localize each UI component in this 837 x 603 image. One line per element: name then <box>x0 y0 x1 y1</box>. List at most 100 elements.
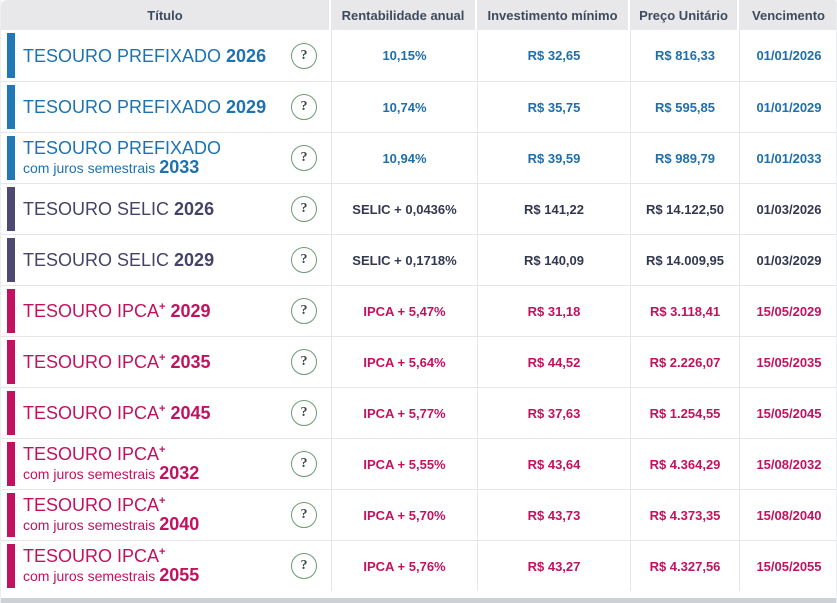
table-row[interactable]: TESOURO SELIC 2026 ? SELIC + 0,0436% R$ 1… <box>1 183 836 234</box>
bond-subtitle: com juros semestrais <box>23 517 156 533</box>
ipca-plus-sup: + <box>159 546 166 558</box>
bond-year: 2033 <box>159 157 200 177</box>
bond-type-bar <box>7 340 15 384</box>
bond-name: TESOURO IPCA <box>23 495 160 515</box>
bond-type-bar <box>7 85 15 129</box>
bond-title-cell: TESOURO PREFIXADO com juros semestrais 20… <box>1 133 331 183</box>
maturity-cell: 01/01/2033 <box>739 133 836 183</box>
help-icon[interactable]: ? <box>291 553 317 579</box>
min-investment-cell: R$ 141,22 <box>477 184 630 234</box>
bond-title-cell: TESOURO PREFIXADO 2029 ? <box>1 82 331 132</box>
table-row[interactable]: TESOURO PREFIXADO 2026 ? 10,15% R$ 32,65 … <box>1 30 836 81</box>
bond-year: 2029 <box>226 97 267 117</box>
rate-cell: 10,15% <box>331 30 477 81</box>
help-icon[interactable]: ? <box>291 502 317 528</box>
bond-type-bar <box>7 33 15 78</box>
maturity-cell: 15/08/2032 <box>739 439 836 489</box>
min-investment-cell: R$ 44,52 <box>477 337 630 387</box>
help-icon[interactable]: ? <box>291 400 317 426</box>
table-row[interactable]: TESOURO IPCA+ 2035 ? IPCA + 5,64% R$ 44,5… <box>1 336 836 387</box>
bond-title-cell: TESOURO IPCA+ com juros semestrais 2055 ? <box>1 541 331 591</box>
column-header-investimento: Investimento mínimo <box>477 0 630 30</box>
ipca-plus-sup: + <box>159 352 166 364</box>
unit-price-cell: R$ 4.364,29 <box>630 439 739 489</box>
bond-subtitle: com juros semestrais <box>23 568 156 584</box>
table-row[interactable]: TESOURO IPCA+ 2045 ? IPCA + 5,77% R$ 37,6… <box>1 387 836 438</box>
maturity-cell: 01/03/2026 <box>739 184 836 234</box>
rate-cell: IPCA + 5,55% <box>331 439 477 489</box>
column-header-vencimento: Vencimento <box>739 0 836 30</box>
bond-name: TESOURO IPCA <box>23 301 160 321</box>
bond-name: TESOURO IPCA <box>23 403 160 423</box>
bond-name: TESOURO PREFIXADO <box>23 138 222 158</box>
help-icon[interactable]: ? <box>291 42 317 69</box>
bond-name: TESOURO PREFIXADO <box>23 97 222 117</box>
rate-cell: SELIC + 0,0436% <box>331 184 477 234</box>
help-icon[interactable]: ? <box>291 247 317 273</box>
bond-year: 2026 <box>226 45 267 66</box>
min-investment-cell: R$ 43,73 <box>477 490 630 540</box>
bond-year: 2055 <box>159 565 200 585</box>
help-icon[interactable]: ? <box>291 145 317 171</box>
rate-cell: IPCA + 5,64% <box>331 337 477 387</box>
bond-year: 2029 <box>170 301 211 321</box>
maturity-cell: 01/01/2029 <box>739 82 836 132</box>
help-icon[interactable]: ? <box>291 94 317 120</box>
column-header-rentabilidade: Rentabilidade anual <box>331 0 477 30</box>
bond-year: 2029 <box>174 250 215 270</box>
ipca-plus-sup: + <box>159 444 166 456</box>
column-header-titulo: Título <box>1 0 331 30</box>
table-row[interactable]: TESOURO IPCA+ com juros semestrais 2055 ?… <box>1 540 836 591</box>
help-icon[interactable]: ? <box>291 349 317 375</box>
column-header-preco: Preço Unitário <box>630 0 739 30</box>
bond-type-bar <box>7 136 15 180</box>
help-icon[interactable]: ? <box>291 298 317 324</box>
table-row[interactable]: TESOURO IPCA+ com juros semestrais 2040 ?… <box>1 489 836 540</box>
min-investment-cell: R$ 39,59 <box>477 133 630 183</box>
unit-price-cell: R$ 816,33 <box>630 30 739 81</box>
unit-price-cell: R$ 4.373,35 <box>630 490 739 540</box>
min-investment-cell: R$ 43,64 <box>477 439 630 489</box>
maturity-cell: 01/03/2029 <box>739 235 836 285</box>
maturity-cell: 15/05/2029 <box>739 286 836 336</box>
bond-type-bar <box>7 238 15 282</box>
unit-price-cell: R$ 3.118,41 <box>630 286 739 336</box>
table-row[interactable]: TESOURO PREFIXADO com juros semestrais 20… <box>1 132 836 183</box>
min-investment-cell: R$ 140,09 <box>477 235 630 285</box>
bond-title-cell: TESOURO SELIC 2026 ? <box>1 184 331 234</box>
unit-price-cell: R$ 14.009,95 <box>630 235 739 285</box>
ipca-plus-sup: + <box>159 403 166 415</box>
bond-year: 2035 <box>170 352 211 372</box>
bond-year: 2026 <box>174 199 215 219</box>
table-row[interactable]: TESOURO PREFIXADO 2029 ? 10,74% R$ 35,75 … <box>1 81 836 132</box>
maturity-cell: 15/05/2055 <box>739 541 836 591</box>
bond-name: TESOURO SELIC <box>23 199 170 219</box>
bond-year: 2040 <box>159 514 200 534</box>
bond-title-cell: TESOURO SELIC 2029 ? <box>1 235 331 285</box>
table-row[interactable]: TESOURO IPCA+ 2029 ? IPCA + 5,47% R$ 31,1… <box>1 285 836 336</box>
bond-title-cell: TESOURO IPCA+ 2029 ? <box>1 286 331 336</box>
min-investment-cell: R$ 32,65 <box>477 30 630 81</box>
bond-name: TESOURO IPCA <box>23 444 160 464</box>
min-investment-cell: R$ 37,63 <box>477 388 630 438</box>
bond-name: TESOURO IPCA <box>23 546 160 566</box>
min-investment-cell: R$ 35,75 <box>477 82 630 132</box>
maturity-cell: 15/05/2035 <box>739 337 836 387</box>
maturity-cell: 01/01/2026 <box>739 30 836 81</box>
min-investment-cell: R$ 43,27 <box>477 541 630 591</box>
unit-price-cell: R$ 4.327,56 <box>630 541 739 591</box>
bond-title-cell: TESOURO IPCA+ 2035 ? <box>1 337 331 387</box>
bond-type-bar <box>7 187 15 231</box>
maturity-cell: 15/05/2045 <box>739 388 836 438</box>
help-icon[interactable]: ? <box>291 451 317 477</box>
unit-price-cell: R$ 989,79 <box>630 133 739 183</box>
help-icon[interactable]: ? <box>291 196 317 222</box>
footer-edge-strip <box>1 598 836 603</box>
bond-title-cell: TESOURO PREFIXADO 2026 ? <box>1 30 331 81</box>
bond-name: TESOURO PREFIXADO <box>23 45 222 66</box>
table-row[interactable]: TESOURO SELIC 2029 ? SELIC + 0,1718% R$ 1… <box>1 234 836 285</box>
bond-type-bar <box>7 442 15 486</box>
table-row[interactable]: TESOURO IPCA+ com juros semestrais 2032 ?… <box>1 438 836 489</box>
bond-title-cell: TESOURO IPCA+ 2045 ? <box>1 388 331 438</box>
